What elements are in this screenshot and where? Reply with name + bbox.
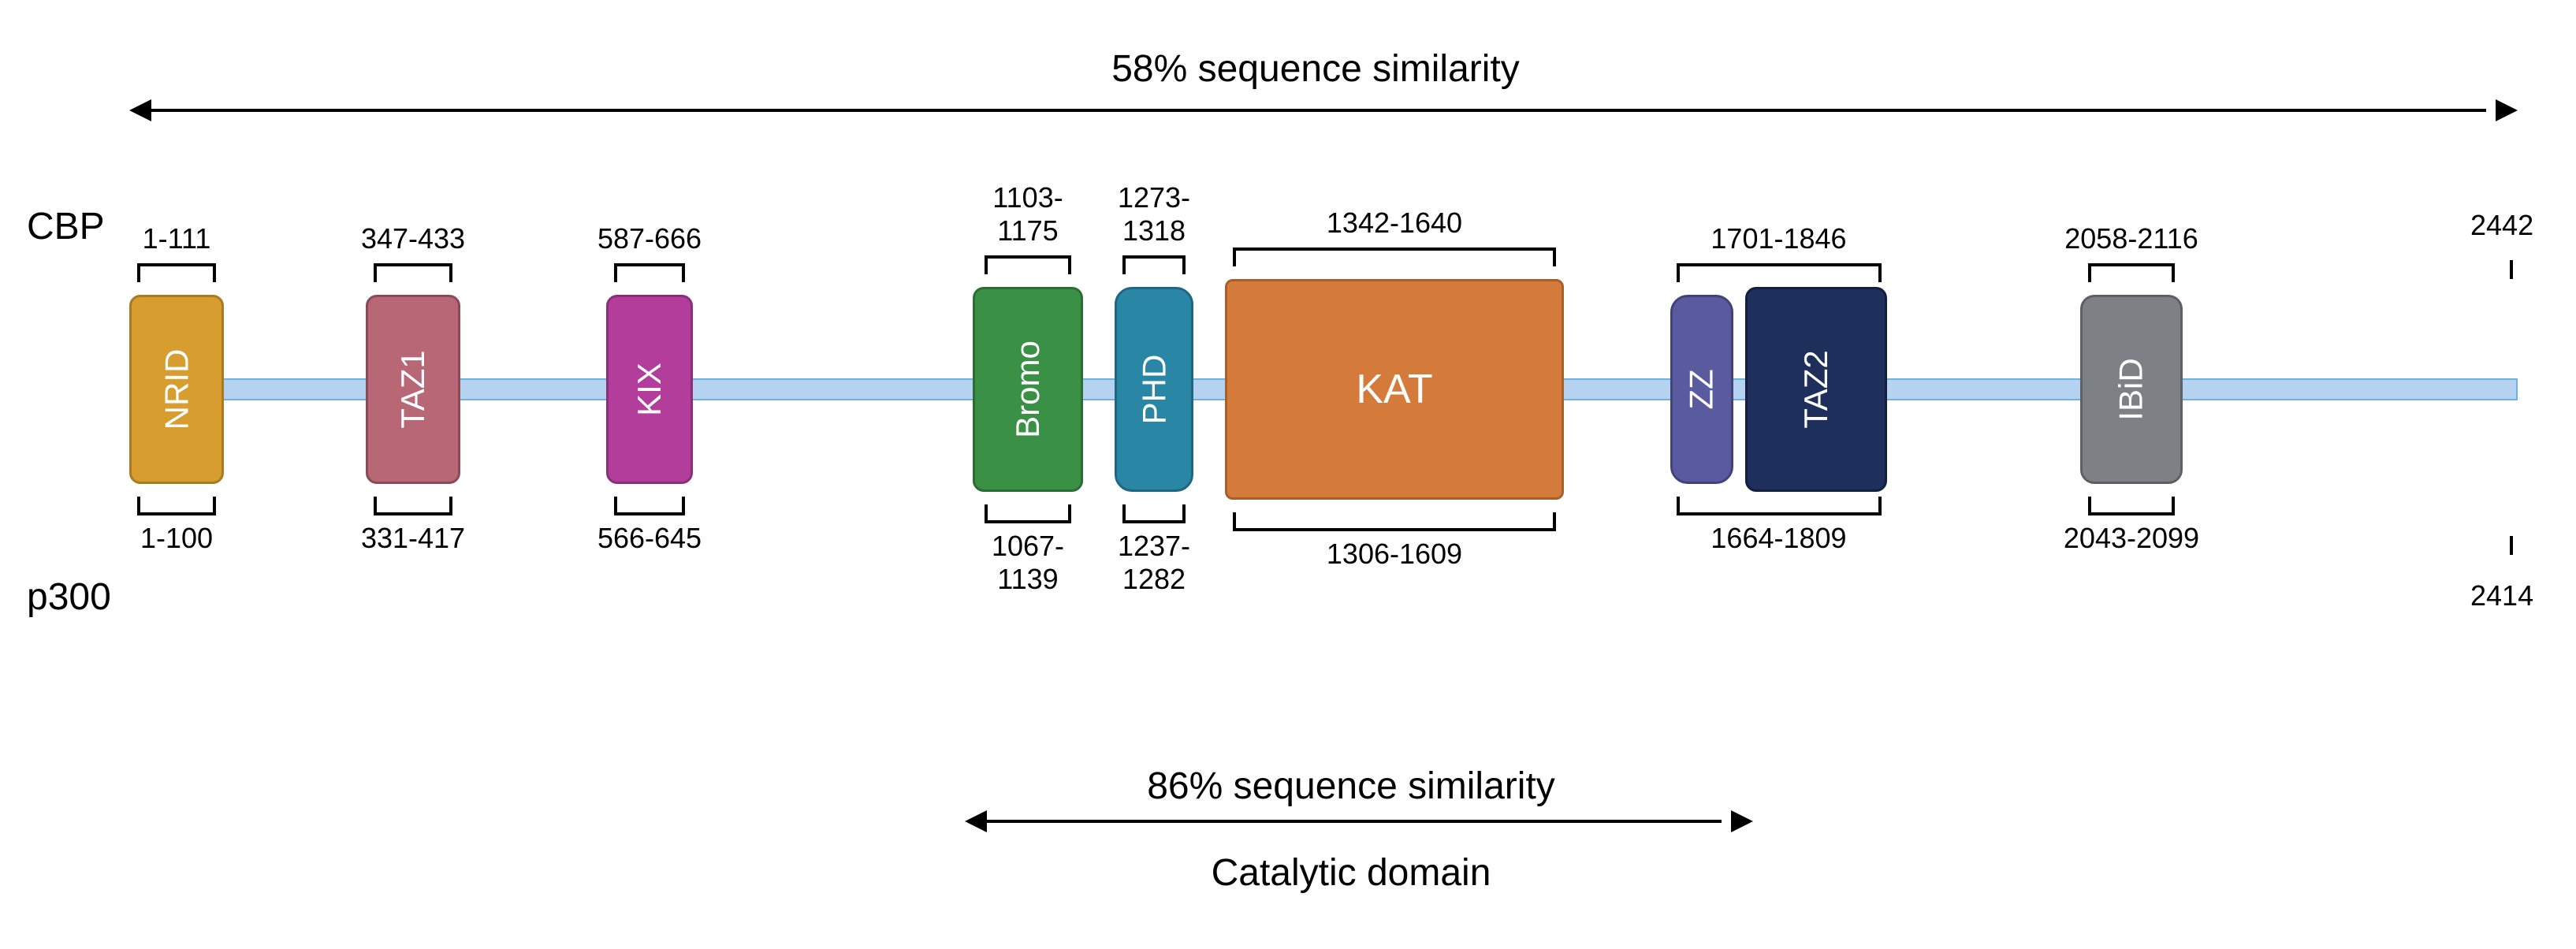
bracket-bottom (1677, 497, 1882, 515)
domain-bromo: Bromo (973, 287, 1083, 492)
domain-kat: KAT (1225, 279, 1564, 500)
p300-range-label: 331-417 (334, 522, 492, 555)
cbp-length-tick (2510, 260, 2513, 279)
bracket-top (614, 263, 685, 282)
domain-zz: ZZ (1670, 295, 1733, 484)
domain-taz1: TAZ1 (366, 295, 460, 484)
bracket-top (2088, 263, 2175, 282)
arrow-head-icon (2496, 99, 2518, 121)
arrow-head-icon (1731, 810, 1753, 832)
bracket-bottom (2088, 497, 2175, 515)
protein-domain-diagram: 58% sequence similarity CBP p300 NRID 1-1… (27, 32, 2549, 899)
bracket-top (1233, 247, 1556, 266)
bracket-bottom (1122, 504, 1186, 523)
domain-phd: PHD (1115, 287, 1193, 492)
bracket-top (1122, 255, 1186, 274)
bracket-bottom (137, 497, 216, 515)
cbp-range-label: 2058-2116 (2049, 222, 2214, 255)
bottom-similarity-arrow (981, 820, 1722, 823)
cbp-range-label: 1-111 (98, 222, 255, 255)
bracket-top (1677, 263, 1882, 282)
p300-range-label: 2043-2099 (2049, 522, 2214, 555)
cbp-range-label: 347-433 (334, 222, 492, 255)
bracket-top (374, 263, 452, 282)
bracket-bottom (1233, 512, 1556, 531)
bracket-top (137, 263, 216, 282)
cbp-range-label: 1701-1846 (1637, 222, 1921, 255)
bracket-bottom (985, 504, 1071, 523)
domain-nrid: NRID (129, 295, 224, 484)
domain-kix: KIX (606, 295, 693, 484)
domain-taz2: TAZ2 (1745, 287, 1887, 492)
p300-range-label: 1-100 (98, 522, 255, 555)
p300-length-tick (2510, 536, 2513, 555)
top-similarity-arrow (145, 109, 2486, 112)
arrow-head-icon (965, 810, 987, 832)
p300-range-label: 1306-1609 (1193, 538, 1595, 571)
p300-label: p300 (27, 575, 111, 619)
top-similarity-label: 58% sequence similarity (1079, 47, 1552, 91)
p300-range-label: 566-645 (575, 522, 724, 555)
bracket-bottom (374, 497, 452, 515)
catalytic-domain-label: Catalytic domain (1154, 851, 1548, 895)
cbp-range-label: 587-666 (575, 222, 724, 255)
bracket-bottom (614, 497, 685, 515)
domain-ibid: IBiD (2080, 295, 2183, 484)
bracket-top (985, 255, 1071, 274)
p300-range-label: 1664-1809 (1637, 522, 1921, 555)
cbp-label: CBP (27, 205, 105, 248)
bottom-similarity-label: 86% sequence similarity (1115, 765, 1588, 808)
cbp-range-label: 1342-1640 (1193, 207, 1595, 240)
cbp-length-label: 2442 (2470, 209, 2533, 242)
arrow-head-icon (129, 99, 151, 121)
p300-length-label: 2414 (2470, 579, 2533, 612)
